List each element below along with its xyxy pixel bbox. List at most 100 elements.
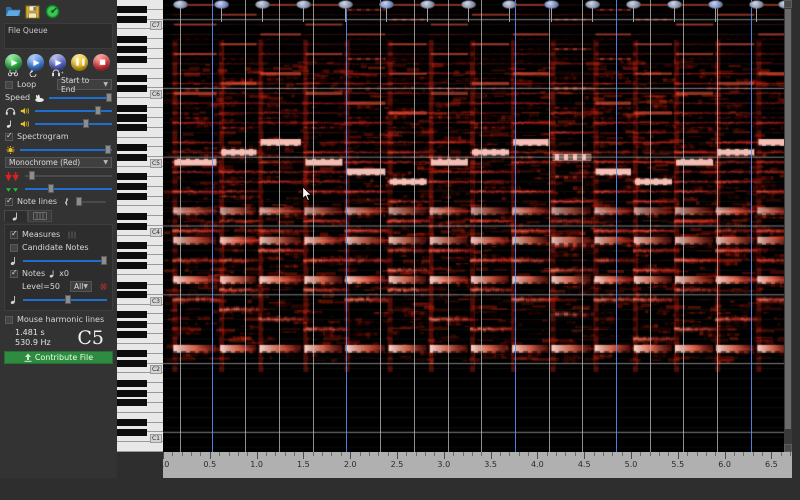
piano-black-key[interactable] bbox=[117, 242, 147, 250]
mouse-harmonic-lines-checkbox[interactable] bbox=[5, 315, 13, 324]
loop-mode-select[interactable]: Start to End ▼ bbox=[57, 76, 112, 94]
piano-black-key[interactable] bbox=[117, 173, 147, 181]
measure-marker[interactable] bbox=[625, 0, 641, 22]
scroll-down-button[interactable] bbox=[784, 444, 792, 452]
candidate-notes-slider[interactable] bbox=[23, 256, 107, 265]
speed-slider[interactable] bbox=[49, 93, 112, 102]
piano-black-key[interactable] bbox=[117, 153, 147, 161]
piano-black-key[interactable] bbox=[117, 183, 147, 191]
scrollbar-thumb[interactable] bbox=[785, 9, 791, 429]
measure-marker[interactable] bbox=[214, 0, 230, 22]
piano-white-key[interactable] bbox=[117, 363, 163, 374]
piano-black-key[interactable] bbox=[117, 281, 147, 289]
piano-black-key[interactable] bbox=[117, 252, 147, 260]
piano-black-key[interactable] bbox=[117, 428, 147, 436]
stop-button[interactable]: ■ bbox=[93, 54, 112, 76]
measure-marker[interactable] bbox=[667, 0, 683, 22]
piano-black-key[interactable] bbox=[117, 419, 147, 427]
piano-black-key[interactable] bbox=[117, 193, 147, 201]
save-file-icon[interactable] bbox=[25, 4, 41, 19]
piano-white-key[interactable] bbox=[117, 88, 163, 99]
piano-black-key[interactable] bbox=[117, 389, 147, 397]
measure-marker[interactable] bbox=[708, 0, 724, 22]
loop-checkbox[interactable] bbox=[5, 80, 13, 89]
measure-marker[interactable] bbox=[543, 0, 559, 22]
notes-filter-select[interactable]: All ▼ bbox=[70, 281, 92, 292]
measure-marker[interactable] bbox=[749, 0, 765, 22]
piano-keyboard[interactable]: C1 C2 C3 C4 C5 C6 C7 bbox=[117, 0, 163, 452]
piano-black-key[interactable] bbox=[117, 84, 147, 93]
piano-black-key[interactable] bbox=[117, 212, 147, 220]
contribute-file-button[interactable]: Contribute File bbox=[4, 351, 113, 364]
piano-white-key[interactable] bbox=[117, 196, 163, 207]
record-icon[interactable] bbox=[45, 4, 61, 19]
play-headphones-button[interactable]: ▶ + bbox=[49, 54, 68, 77]
contrast-slider[interactable] bbox=[25, 171, 112, 180]
target-icon[interactable] bbox=[100, 281, 107, 292]
measure-marker[interactable] bbox=[172, 0, 188, 22]
piano-black-key[interactable] bbox=[117, 310, 147, 319]
measure-marker[interactable] bbox=[378, 0, 394, 22]
note-lines-checkbox[interactable] bbox=[5, 196, 13, 206]
piano-black-key[interactable] bbox=[117, 399, 147, 407]
piano-white-key[interactable] bbox=[117, 402, 163, 413]
output-volume-slider[interactable] bbox=[35, 106, 112, 115]
piano-white-key[interactable] bbox=[117, 265, 163, 276]
piano-black-key[interactable] bbox=[117, 75, 147, 83]
piano-black-key[interactable] bbox=[117, 104, 147, 112]
scroll-up-button[interactable] bbox=[784, 0, 792, 8]
measure-marker[interactable] bbox=[502, 0, 518, 22]
piano-black-key[interactable] bbox=[117, 320, 147, 328]
piano-black-key[interactable] bbox=[117, 114, 147, 122]
piano-black-key[interactable] bbox=[117, 35, 147, 43]
pause-button[interactable]: ❚❚ bbox=[71, 54, 90, 76]
palette-select[interactable]: Monochrome (Red) ▼ bbox=[5, 157, 112, 168]
range-slider[interactable] bbox=[25, 184, 112, 193]
piano-white-key[interactable] bbox=[117, 58, 163, 69]
piano-black-key[interactable] bbox=[117, 261, 147, 269]
tab-piano-roll[interactable] bbox=[28, 210, 52, 222]
notes-checkbox[interactable] bbox=[10, 268, 18, 278]
piano-white-key[interactable] bbox=[117, 19, 163, 30]
file-queue-list[interactable]: File Queue bbox=[4, 23, 113, 49]
piano-black-key[interactable] bbox=[117, 291, 147, 299]
open-file-icon[interactable] bbox=[5, 4, 21, 19]
candidate-notes-checkbox[interactable] bbox=[10, 243, 18, 252]
measure-marker[interactable] bbox=[461, 0, 477, 22]
piano-black-key[interactable] bbox=[117, 55, 147, 63]
piano-black-key[interactable] bbox=[117, 16, 147, 24]
piano-white-key[interactable] bbox=[117, 157, 163, 168]
measure-marker[interactable] bbox=[337, 0, 353, 22]
brightness-slider[interactable] bbox=[20, 145, 112, 154]
tab-notes[interactable] bbox=[4, 210, 28, 222]
measure-marker[interactable] bbox=[296, 0, 312, 22]
measure-marker[interactable] bbox=[419, 0, 435, 22]
piano-white-key[interactable] bbox=[117, 432, 163, 443]
piano-black-key[interactable] bbox=[117, 6, 147, 14]
play-loop-button[interactable]: ▶ bbox=[27, 54, 46, 77]
measures-checkbox[interactable] bbox=[10, 229, 18, 239]
metronome-volume-slider[interactable] bbox=[35, 119, 112, 128]
piano-black-key[interactable] bbox=[117, 330, 147, 338]
spectrogram-canvas[interactable] bbox=[163, 0, 792, 452]
notes-level-slider[interactable] bbox=[23, 295, 107, 304]
piano-white-key[interactable] bbox=[117, 334, 163, 344]
measure-marker[interactable] bbox=[255, 0, 271, 22]
piano-black-key[interactable] bbox=[117, 222, 147, 230]
piano-black-key[interactable] bbox=[117, 143, 147, 151]
play-button[interactable]: ▶ bbox=[5, 54, 24, 77]
piano-black-key[interactable] bbox=[117, 360, 147, 368]
piano-white-key[interactable] bbox=[117, 442, 163, 452]
time-axis[interactable]: 0.0 0.5 1.0 1.5 2.0 2.5 3.0 3.5 4.0 4.5 5.0 5.5 6.0 6… bbox=[157, 452, 792, 478]
piano-black-key[interactable] bbox=[117, 350, 147, 358]
piano-white-key[interactable] bbox=[117, 294, 163, 305]
piano-white-key[interactable] bbox=[117, 226, 163, 236]
vertical-scrollbar[interactable] bbox=[784, 0, 792, 452]
note-lines-slider[interactable] bbox=[76, 197, 107, 206]
piano-black-key[interactable] bbox=[117, 379, 147, 387]
piano-white-key[interactable] bbox=[117, 127, 163, 138]
spectrogram-checkbox[interactable] bbox=[5, 131, 13, 141]
piano-black-key[interactable] bbox=[117, 45, 147, 53]
measure-marker[interactable] bbox=[584, 0, 600, 22]
piano-black-key[interactable] bbox=[117, 124, 147, 132]
